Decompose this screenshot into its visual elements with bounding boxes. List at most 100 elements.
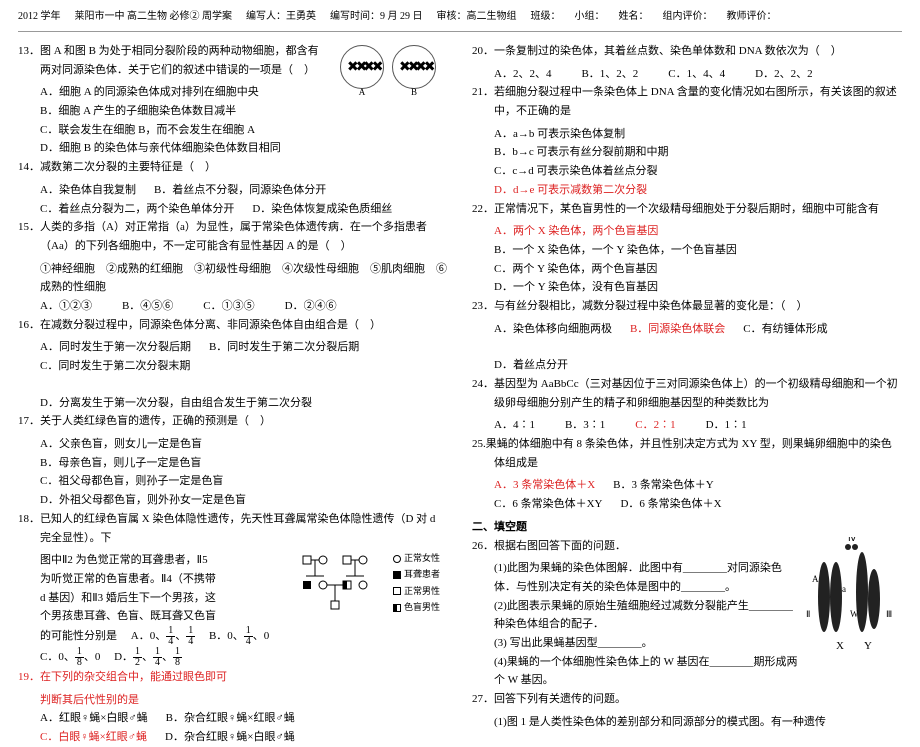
- q20-b: B．1、2、2: [581, 65, 638, 84]
- q15-d: D．②④⑥: [285, 297, 337, 316]
- q14-c: C．着丝点分裂为二，两个染色单体分开: [40, 200, 234, 219]
- cell-a-icon: A: [340, 45, 384, 89]
- q15-a: A．①②③: [40, 297, 92, 316]
- hdr-year: 2012 学年: [18, 8, 61, 25]
- q16-c: C．同时发生于第二次分裂末期: [40, 357, 190, 376]
- q15-c: C．①③⑤: [203, 297, 254, 316]
- q13-d: D．细胞 B 的染色体与亲代体细胞染色体数目相同: [18, 139, 448, 158]
- q18-oa: A．0、: [131, 630, 166, 642]
- q19-l2: 判断其后代性别的是: [18, 691, 448, 710]
- q25-c: C．6 条常染色体＋XY: [494, 495, 602, 514]
- q24-c: C．2∶1: [635, 416, 675, 435]
- q16-stem: 16．在减数分裂过程中，同源染色体分离、非同源染色体自由组合是（ ）: [18, 316, 448, 335]
- q18-oc: C．0、: [40, 651, 75, 663]
- svg-text:Ⅲ: Ⅲ: [886, 609, 892, 619]
- q17-d: D．外祖父母都色盲，则外孙女一定是色盲: [18, 491, 448, 510]
- q23-a: A．染色体移向细胞两极: [494, 320, 612, 339]
- q26-diagram: A a W Ⅱ Ⅲ Ⅳ X Y: [802, 537, 902, 657]
- q25-b: B．3 条常染色体＋Y: [613, 476, 714, 495]
- q17-a: A．父亲色盲，则女儿一定是色盲: [18, 435, 448, 454]
- hdr-class: 班级：: [531, 8, 561, 25]
- q21-stem: 21．若细胞分裂过程中一条染色体上 DNA 含量的变化情况如右图所示，有关该图的…: [472, 83, 902, 120]
- q14-stem: 14．减数第二次分裂的主要特征是（ ）: [18, 158, 448, 177]
- left-column: A B 13．图 A 和图 B 为处于相同分裂阶段的两种动物细胞，都含有两对同源…: [18, 42, 448, 747]
- q20-stem: 20．一条复制过的染色体，其着丝点数、染色单体数和 DNA 数依次为（ ）: [472, 42, 902, 61]
- q16-d: D．分离发生于第一次分裂，自由组合发生于第二次分裂: [40, 394, 312, 413]
- svg-text:Ⅳ: Ⅳ: [848, 537, 857, 543]
- q13-b: B．细胞 A 产生的子细胞染色体数目减半: [18, 102, 448, 121]
- right-column: 20．一条复制过的染色体，其着丝点数、染色单体数和 DNA 数依次为（ ） A．…: [472, 42, 902, 747]
- q23-stem: 23．与有丝分裂相比，减数分裂过程中染色体最显著的变化是：（ ）: [472, 297, 902, 316]
- q16-b: B．同时发生于第二次分裂后期: [209, 338, 359, 357]
- q21-d: D．d→e 可表示减数第二次分裂: [472, 181, 902, 200]
- hdr-name: 姓名：: [619, 8, 649, 25]
- q24-stem: 24．基因型为 AaBbCc（三对基因位于三对同源染色体上）的一个初级精母细胞和…: [472, 375, 902, 412]
- svg-text:a: a: [842, 584, 846, 594]
- q13-c: C．联会发生在细胞 B，而不会发生在细胞 A: [18, 121, 448, 140]
- hdr-ge: 组内评价：: [663, 8, 713, 25]
- svg-text:A: A: [812, 574, 819, 584]
- hdr-group: 小组：: [575, 8, 605, 25]
- q17-b: B．母亲色盲，则儿子一定是色盲: [18, 454, 448, 473]
- q23-b: B．同源染色体联会: [630, 320, 725, 339]
- q16-a: A．同时发生于第一次分裂后期: [40, 338, 191, 357]
- q24-d: D．1∶1: [706, 416, 747, 435]
- svg-text:W: W: [850, 609, 859, 619]
- q21-b: B．b→c 可表示有丝分裂前期和中期: [472, 143, 902, 162]
- q14-b: B．着丝点不分裂，同源染色体分开: [154, 181, 326, 200]
- q24-b: B．3∶1: [565, 416, 605, 435]
- q17-stem: 17．关于人类红绿色盲的遗传，正确的预测是（ ）: [18, 412, 448, 431]
- q20-c: C．1、4、4: [668, 65, 725, 84]
- q19-c: C．白眼♀蝇×红眼♂蝇: [40, 728, 147, 747]
- q19-a: A．红眼♀蝇×白眼♂蝇: [40, 709, 148, 728]
- q20-d: D．2、2、2: [755, 65, 812, 84]
- q19-stem: 19．在下列的杂交组合中，能通过眼色即可: [18, 668, 448, 687]
- q18-stem: 18．已知人的红绿色盲属 X 染色体隐性遗传，先天性耳聋属常染色体隐性遗传（D …: [18, 510, 448, 547]
- q25-a: A．3 条常染色体＋X: [494, 476, 595, 495]
- legend-c: 正常男性: [404, 584, 440, 599]
- q15-b: B．④⑤⑥: [122, 297, 173, 316]
- chromosome-icon: A a W Ⅱ Ⅲ Ⅳ X Y: [802, 537, 902, 657]
- q20-a: A．2、2、4: [494, 65, 551, 84]
- q22-c: C．两个 Y 染色体，两个色盲基因: [472, 260, 902, 279]
- q13-diagram: A B: [328, 42, 448, 92]
- q24-a: A．4∶1: [494, 416, 535, 435]
- q22-stem: 22．正常情况下，某色盲男性的一个次级精母细胞处于分裂后期时，细胞中可能含有: [472, 200, 902, 219]
- q23-c: C．有纺锤体形成: [743, 320, 827, 339]
- q15-items: ①神经细胞 ②成熟的红细胞 ③初级性母细胞 ④次级性母细胞 ⑤肌肉细胞 ⑥成熟的…: [18, 260, 448, 297]
- q15-stem: 15．人类的多指（A）对正常指（a）为显性，属于常染色体遗传病．在一个多指患者（…: [18, 218, 448, 255]
- svg-text:Ⅱ: Ⅱ: [806, 609, 810, 619]
- q18-od: D．: [114, 651, 133, 663]
- q14-d: D．染色体恢复成染色质细丝: [252, 200, 392, 219]
- q22-b: B．一个 X 染色体，一个 Y 染色体，一个色盲基因: [472, 241, 902, 260]
- hdr-time: 编写时间：9 月 29 日: [330, 8, 423, 25]
- q25-stem: 25.果蝇的体细胞中有 8 条染色体，并且性别决定方式为 XY 型，则果蝇卵细胞…: [472, 435, 902, 472]
- legend-b: 耳聋患者: [404, 567, 440, 582]
- q26-p4: (4)果蝇的一个体细胞性染色体上的 W 基因在________期形成两个 W 基…: [472, 653, 902, 690]
- q21-a: A．a→b 可表示染色体复制: [472, 125, 902, 144]
- q19-b: B．杂合红眼♀蝇×红眼♂蝇: [166, 709, 295, 728]
- hdr-author: 编写人：王勇英: [246, 8, 316, 25]
- q25-d: D．6 条常染色体＋X: [620, 495, 721, 514]
- q22-a: A．两个 X 染色体，两个色盲基因: [472, 222, 902, 241]
- q23-d: D．着丝点分开: [494, 356, 568, 375]
- q17-c: C．祖父母都色盲，则孙子一定是色盲: [18, 472, 448, 491]
- q27-p1: (1)图 1 是人类性染色体的差别部分和同源部分的模式图。有一种遗传: [472, 713, 902, 732]
- q22-d: D．一个 Y 染色体，没有色盲基因: [472, 278, 902, 297]
- hdr-school: 莱阳市一中 高二生物 必修② 周学案: [75, 8, 233, 25]
- hdr-review: 审核：高二生物组: [437, 8, 517, 25]
- legend-d: 色盲男性: [404, 600, 440, 615]
- svg-text:X: X: [836, 640, 844, 652]
- q18-p5: 的可能性分别是: [40, 630, 117, 642]
- q14-a: A．染色体自我复制: [40, 181, 136, 200]
- q18-pedigree: 正常女性 耳聋患者 正常男性 色盲男性: [298, 551, 448, 641]
- q18-ob: B．0、: [209, 630, 244, 642]
- cell-b-icon: B: [392, 45, 436, 89]
- q27-stem: 27．回答下列有关遗传的问题。: [472, 690, 902, 709]
- fill-title: 二、填空题: [472, 518, 902, 537]
- hdr-te: 教师评价：: [727, 8, 777, 25]
- pedigree-icon: [298, 551, 388, 621]
- page-header: 2012 学年 莱阳市一中 高二生物 必修② 周学案 编写人：王勇英 编写时间：…: [18, 8, 902, 32]
- svg-text:Y: Y: [864, 640, 872, 652]
- legend-a: 正常女性: [404, 551, 440, 566]
